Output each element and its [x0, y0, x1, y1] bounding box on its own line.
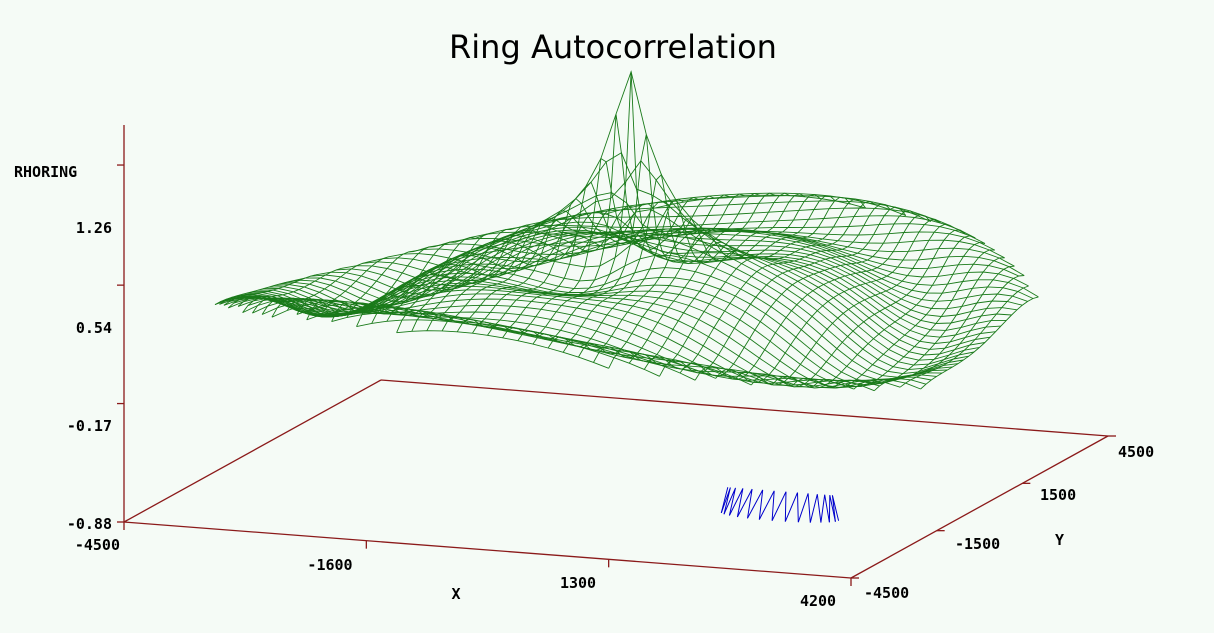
- surface-line: [242, 251, 414, 316]
- chart-title: Ring Autocorrelation: [449, 28, 777, 66]
- surface-line: [356, 211, 604, 327]
- negative-region-line: [809, 494, 822, 523]
- surface-line: [223, 267, 342, 306]
- y-axis-label: Y: [1055, 531, 1064, 549]
- surface-line: [396, 330, 609, 369]
- surface-line: [812, 249, 995, 388]
- surface-line: [750, 229, 966, 388]
- surface-line: [873, 275, 1025, 392]
- y-tick-label: -4500: [864, 584, 909, 602]
- z-tick-label: -0.88: [67, 515, 112, 533]
- negative-region-line: [831, 495, 840, 522]
- x-tick-label: -1600: [307, 556, 352, 574]
- surface-line: [694, 214, 932, 381]
- surface-line: [679, 210, 916, 377]
- surface-line: [833, 257, 1005, 389]
- z-tick-label: 0.54: [76, 319, 112, 337]
- surface-line: [386, 205, 634, 322]
- z-tick-label: 1.26: [76, 219, 112, 237]
- x-tick-label: -4500: [75, 536, 120, 554]
- surface-line: [502, 71, 760, 339]
- floor-edge: [123, 379, 382, 523]
- surface-line: [853, 265, 1015, 390]
- y-tick-label: 4500: [1118, 443, 1154, 461]
- negative-region-line: [828, 494, 836, 523]
- surface-line: [578, 195, 836, 358]
- surface-line: [771, 235, 976, 389]
- surface-line: [628, 200, 876, 366]
- negative-region-line: [820, 494, 830, 523]
- surface-line: [228, 261, 368, 309]
- surface-line: [396, 203, 654, 333]
- surface-line: [643, 203, 891, 370]
- x-axis-line: [123, 521, 852, 579]
- surface-line: [531, 200, 941, 228]
- surface-line: [296, 303, 752, 386]
- negative-region-line: [723, 487, 736, 516]
- surface-line: [306, 224, 532, 321]
- negative-region-line: [720, 487, 731, 515]
- surface-line: [225, 267, 953, 381]
- surface-line: [899, 285, 1029, 388]
- surface-line: [413, 230, 1005, 259]
- surface-line: [346, 214, 583, 318]
- negative-region-line: [771, 491, 787, 522]
- floor-edge: [380, 379, 1109, 437]
- negative-region-line: [720, 487, 729, 514]
- surface-line: [593, 196, 851, 363]
- x-axis-label: X: [451, 585, 460, 603]
- surface-line: [331, 311, 696, 381]
- surface-line: [321, 221, 547, 315]
- negative-region: [720, 487, 840, 523]
- surface-line: [517, 134, 775, 341]
- x-tick-label: 4200: [800, 592, 836, 610]
- surface-line: [219, 274, 316, 305]
- negative-region-line: [728, 488, 744, 518]
- surface-mesh: [214, 70, 1039, 392]
- surface-line: [456, 181, 715, 333]
- surface-line: [562, 194, 821, 353]
- y-axis-line: [850, 435, 1109, 579]
- y-tick-label: 1500: [1040, 486, 1076, 504]
- negative-region-line: [784, 492, 799, 523]
- surface-line: [532, 173, 791, 345]
- surface-line: [920, 296, 1039, 390]
- surface-line: [286, 232, 491, 316]
- negative-region-line: [758, 490, 775, 521]
- surface-line: [315, 232, 1028, 302]
- surface-line: [441, 197, 700, 332]
- surface-line: [426, 198, 685, 331]
- x-tick-label: 1300: [560, 574, 596, 592]
- axes: [117, 125, 1116, 586]
- surface-line: [331, 217, 568, 322]
- negative-region-line: [747, 489, 764, 520]
- surface-line: [792, 242, 986, 389]
- y-tick-label: -1500: [955, 535, 1000, 553]
- z-tick-label: -0.17: [67, 417, 112, 435]
- negative-region-line: [797, 493, 811, 523]
- surface-line: [411, 200, 670, 332]
- negative-region-line: [736, 488, 753, 519]
- z-axis-label: RHORING: [14, 163, 77, 181]
- surface-line: [214, 281, 291, 305]
